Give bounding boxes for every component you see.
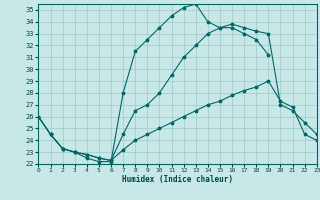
X-axis label: Humidex (Indice chaleur): Humidex (Indice chaleur) bbox=[122, 175, 233, 184]
